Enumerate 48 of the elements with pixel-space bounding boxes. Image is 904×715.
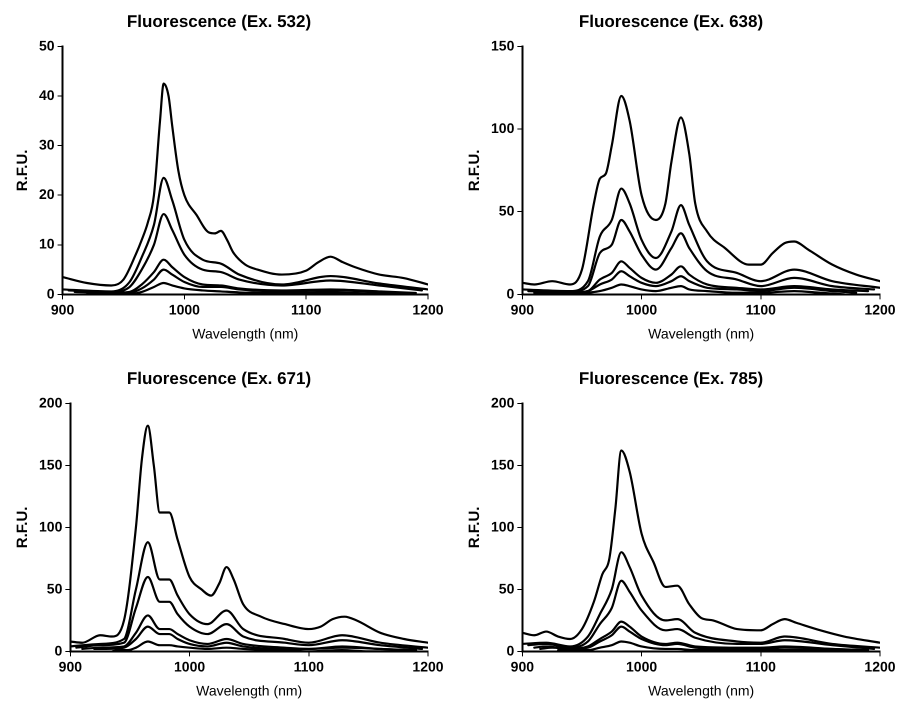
chart-title: Fluorescence (Ex. 785) (578, 368, 764, 388)
x-axis-title: Wavelength (nm) (196, 682, 302, 698)
y-tick-label: 10 (38, 236, 55, 252)
x-tick-label: 900 (510, 302, 534, 318)
x-tick-label: 900 (50, 302, 74, 318)
x-tick-label: 1100 (746, 302, 776, 318)
x-tick-label: 1100 (746, 658, 776, 675)
x-axis-title: Wavelength (nm) (648, 325, 754, 342)
x-tick-label: 1200 (412, 658, 444, 675)
y-tick-label: 0 (46, 285, 55, 302)
y-tick-label: 50 (498, 202, 515, 219)
x-tick-label: 1000 (626, 302, 658, 318)
chart-title: Fluorescence (Ex. 532) (126, 12, 312, 31)
y-tick-label: 50 (498, 580, 515, 596)
y-axis-title: R.F.U. (14, 506, 32, 548)
x-tick-label: 900 (510, 658, 534, 675)
x-tick-label: 1200 (864, 658, 896, 675)
x-tick-label: 900 (58, 658, 82, 675)
y-tick-label: 200 (39, 394, 63, 410)
y-axis-title: R.F.U. (466, 506, 484, 548)
y-tick-label: 50 (46, 580, 63, 596)
x-tick-label: 1000 (168, 302, 200, 318)
y-axis-title: R.F.U. (466, 150, 484, 192)
y-tick-label: 150 (39, 456, 63, 472)
y-tick-label: 150 (491, 37, 515, 54)
y-tick-label: 0 (506, 642, 515, 658)
y-tick-label: 150 (491, 456, 515, 472)
chart-title: Fluorescence (Ex. 638) (578, 12, 764, 31)
x-tick-label: 1100 (294, 658, 324, 675)
y-tick-label: 20 (38, 186, 55, 202)
y-tick-label: 0 (506, 285, 515, 302)
y-tick-label: 200 (491, 394, 515, 410)
y-tick-label: 40 (38, 86, 55, 103)
y-tick-label: 30 (38, 136, 55, 152)
y-tick-label: 100 (491, 518, 515, 534)
x-tick-label: 1000 (626, 658, 658, 675)
y-tick-label: 100 (491, 120, 515, 136)
x-tick-label: 1200 (412, 302, 444, 318)
x-tick-label: 1200 (864, 302, 896, 318)
x-axis-title: Wavelength (nm) (648, 682, 754, 698)
x-tick-label: 1000 (174, 658, 206, 675)
x-axis-title: Wavelength (nm) (192, 325, 298, 342)
y-axis-title: R.F.U. (14, 150, 32, 192)
y-tick-label: 0 (54, 642, 63, 658)
y-tick-label: 50 (38, 37, 55, 54)
y-tick-label: 100 (39, 518, 63, 534)
chart-title: Fluorescence (Ex. 671) (126, 368, 312, 388)
x-tick-label: 1100 (291, 302, 322, 318)
